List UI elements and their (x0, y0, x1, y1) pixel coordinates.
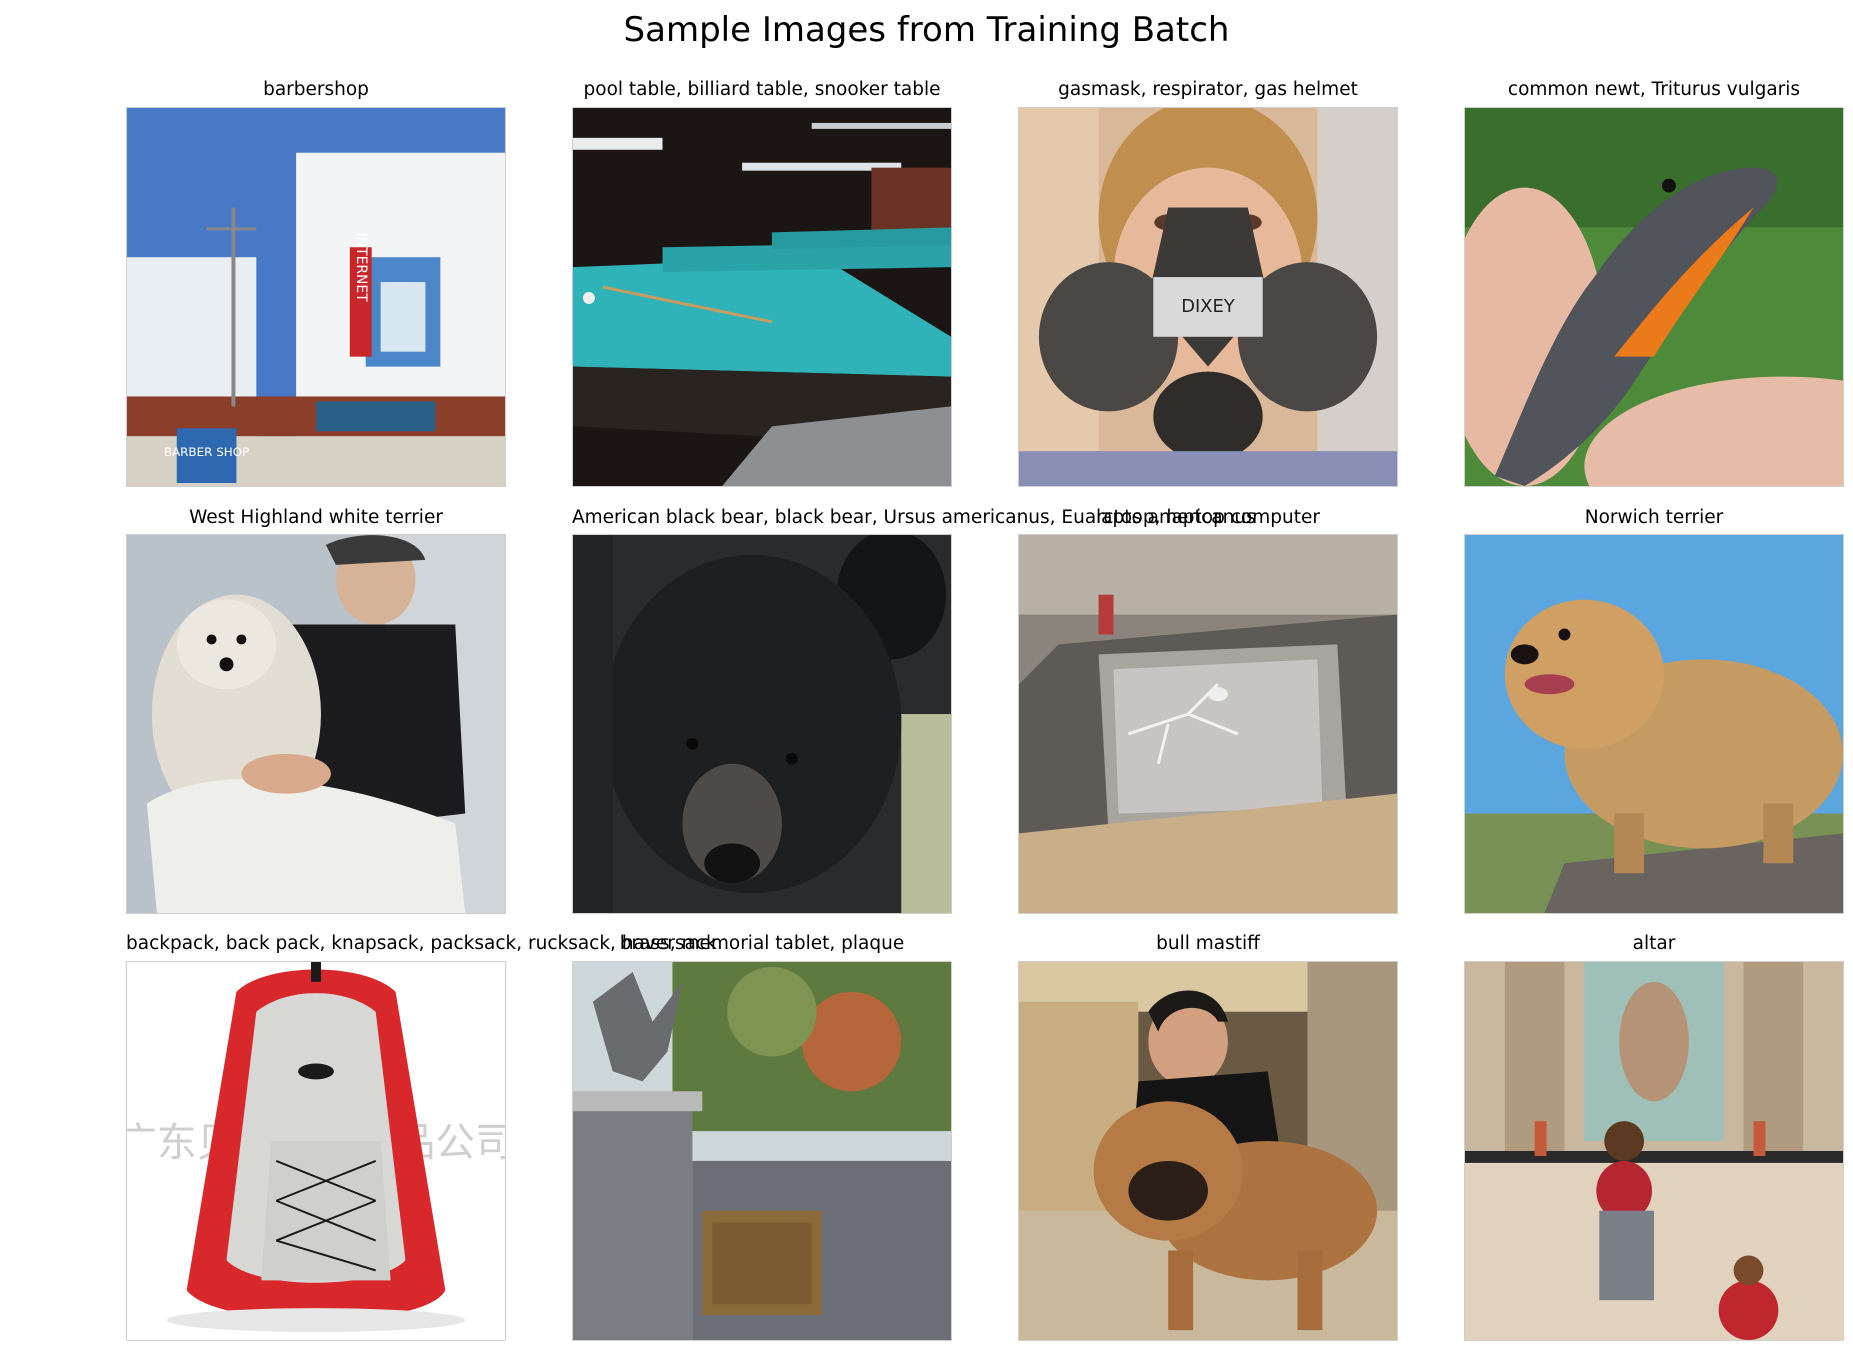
bull-mastiff-photo (1018, 961, 1398, 1341)
image-caption: gasmask, respirator, gas helmet (1058, 79, 1358, 100)
image-tile-gasmask: DIXEY (1018, 107, 1398, 487)
image-tile-black-bear (572, 534, 952, 914)
norwich-terrier-photo (1464, 534, 1844, 914)
image-caption: laptop, laptop computer (1096, 507, 1320, 528)
image-caption: common newt, Triturus vulgaris (1507, 79, 1801, 100)
image-caption: barbershop (263, 79, 369, 100)
westie-photo (126, 534, 506, 914)
altar-photo (1464, 961, 1844, 1341)
image-caption: Norwich terrier (1584, 507, 1724, 528)
laptop-photo (1018, 534, 1398, 914)
image-caption: pool table, billiard table, snooker tabl… (583, 79, 941, 100)
gasmask-photo: DIXEY (1018, 107, 1398, 487)
black-bear-photo (572, 534, 952, 914)
barbershop-photo: INTERNET BARBER SHOP (126, 107, 506, 487)
image-caption: brass, memorial tablet, plaque (619, 933, 905, 954)
pool-table-photo (572, 107, 952, 487)
image-caption: American black bear, black bear, Ursus a… (572, 507, 1256, 528)
image-tile-barbershop: INTERNET BARBER SHOP (126, 107, 506, 487)
image-tile-westie (126, 534, 506, 914)
image-tile-altar (1464, 961, 1844, 1341)
image-tile-backpack: 广东贝贝宠物用品公司 (126, 961, 506, 1341)
image-tile-laptop (1018, 534, 1398, 914)
backpack-photo: 广东贝贝宠物用品公司 (126, 961, 506, 1341)
image-caption: altar (1632, 933, 1676, 954)
image-tile-bull-mastiff (1018, 961, 1398, 1341)
sign-internet: INTERNET (353, 233, 369, 303)
image-tile-norwich-terrier (1464, 534, 1844, 914)
image-tile-newt (1464, 107, 1844, 487)
image-caption: bull mastiff (1156, 933, 1260, 954)
image-tile-memorial-plaque (572, 961, 952, 1341)
newt-photo (1464, 107, 1844, 487)
image-caption: backpack, back pack, knapsack, packsack,… (126, 933, 717, 954)
memorial-plaque-photo (572, 961, 952, 1341)
sign-barber-shop: BARBER SHOP (164, 445, 250, 459)
image-caption: West Highland white terrier (189, 507, 443, 528)
figure-title: Sample Images from Training Batch (623, 10, 1230, 50)
mask-text: DIXEY (1181, 296, 1235, 317)
image-tile-pool-table (572, 107, 952, 487)
